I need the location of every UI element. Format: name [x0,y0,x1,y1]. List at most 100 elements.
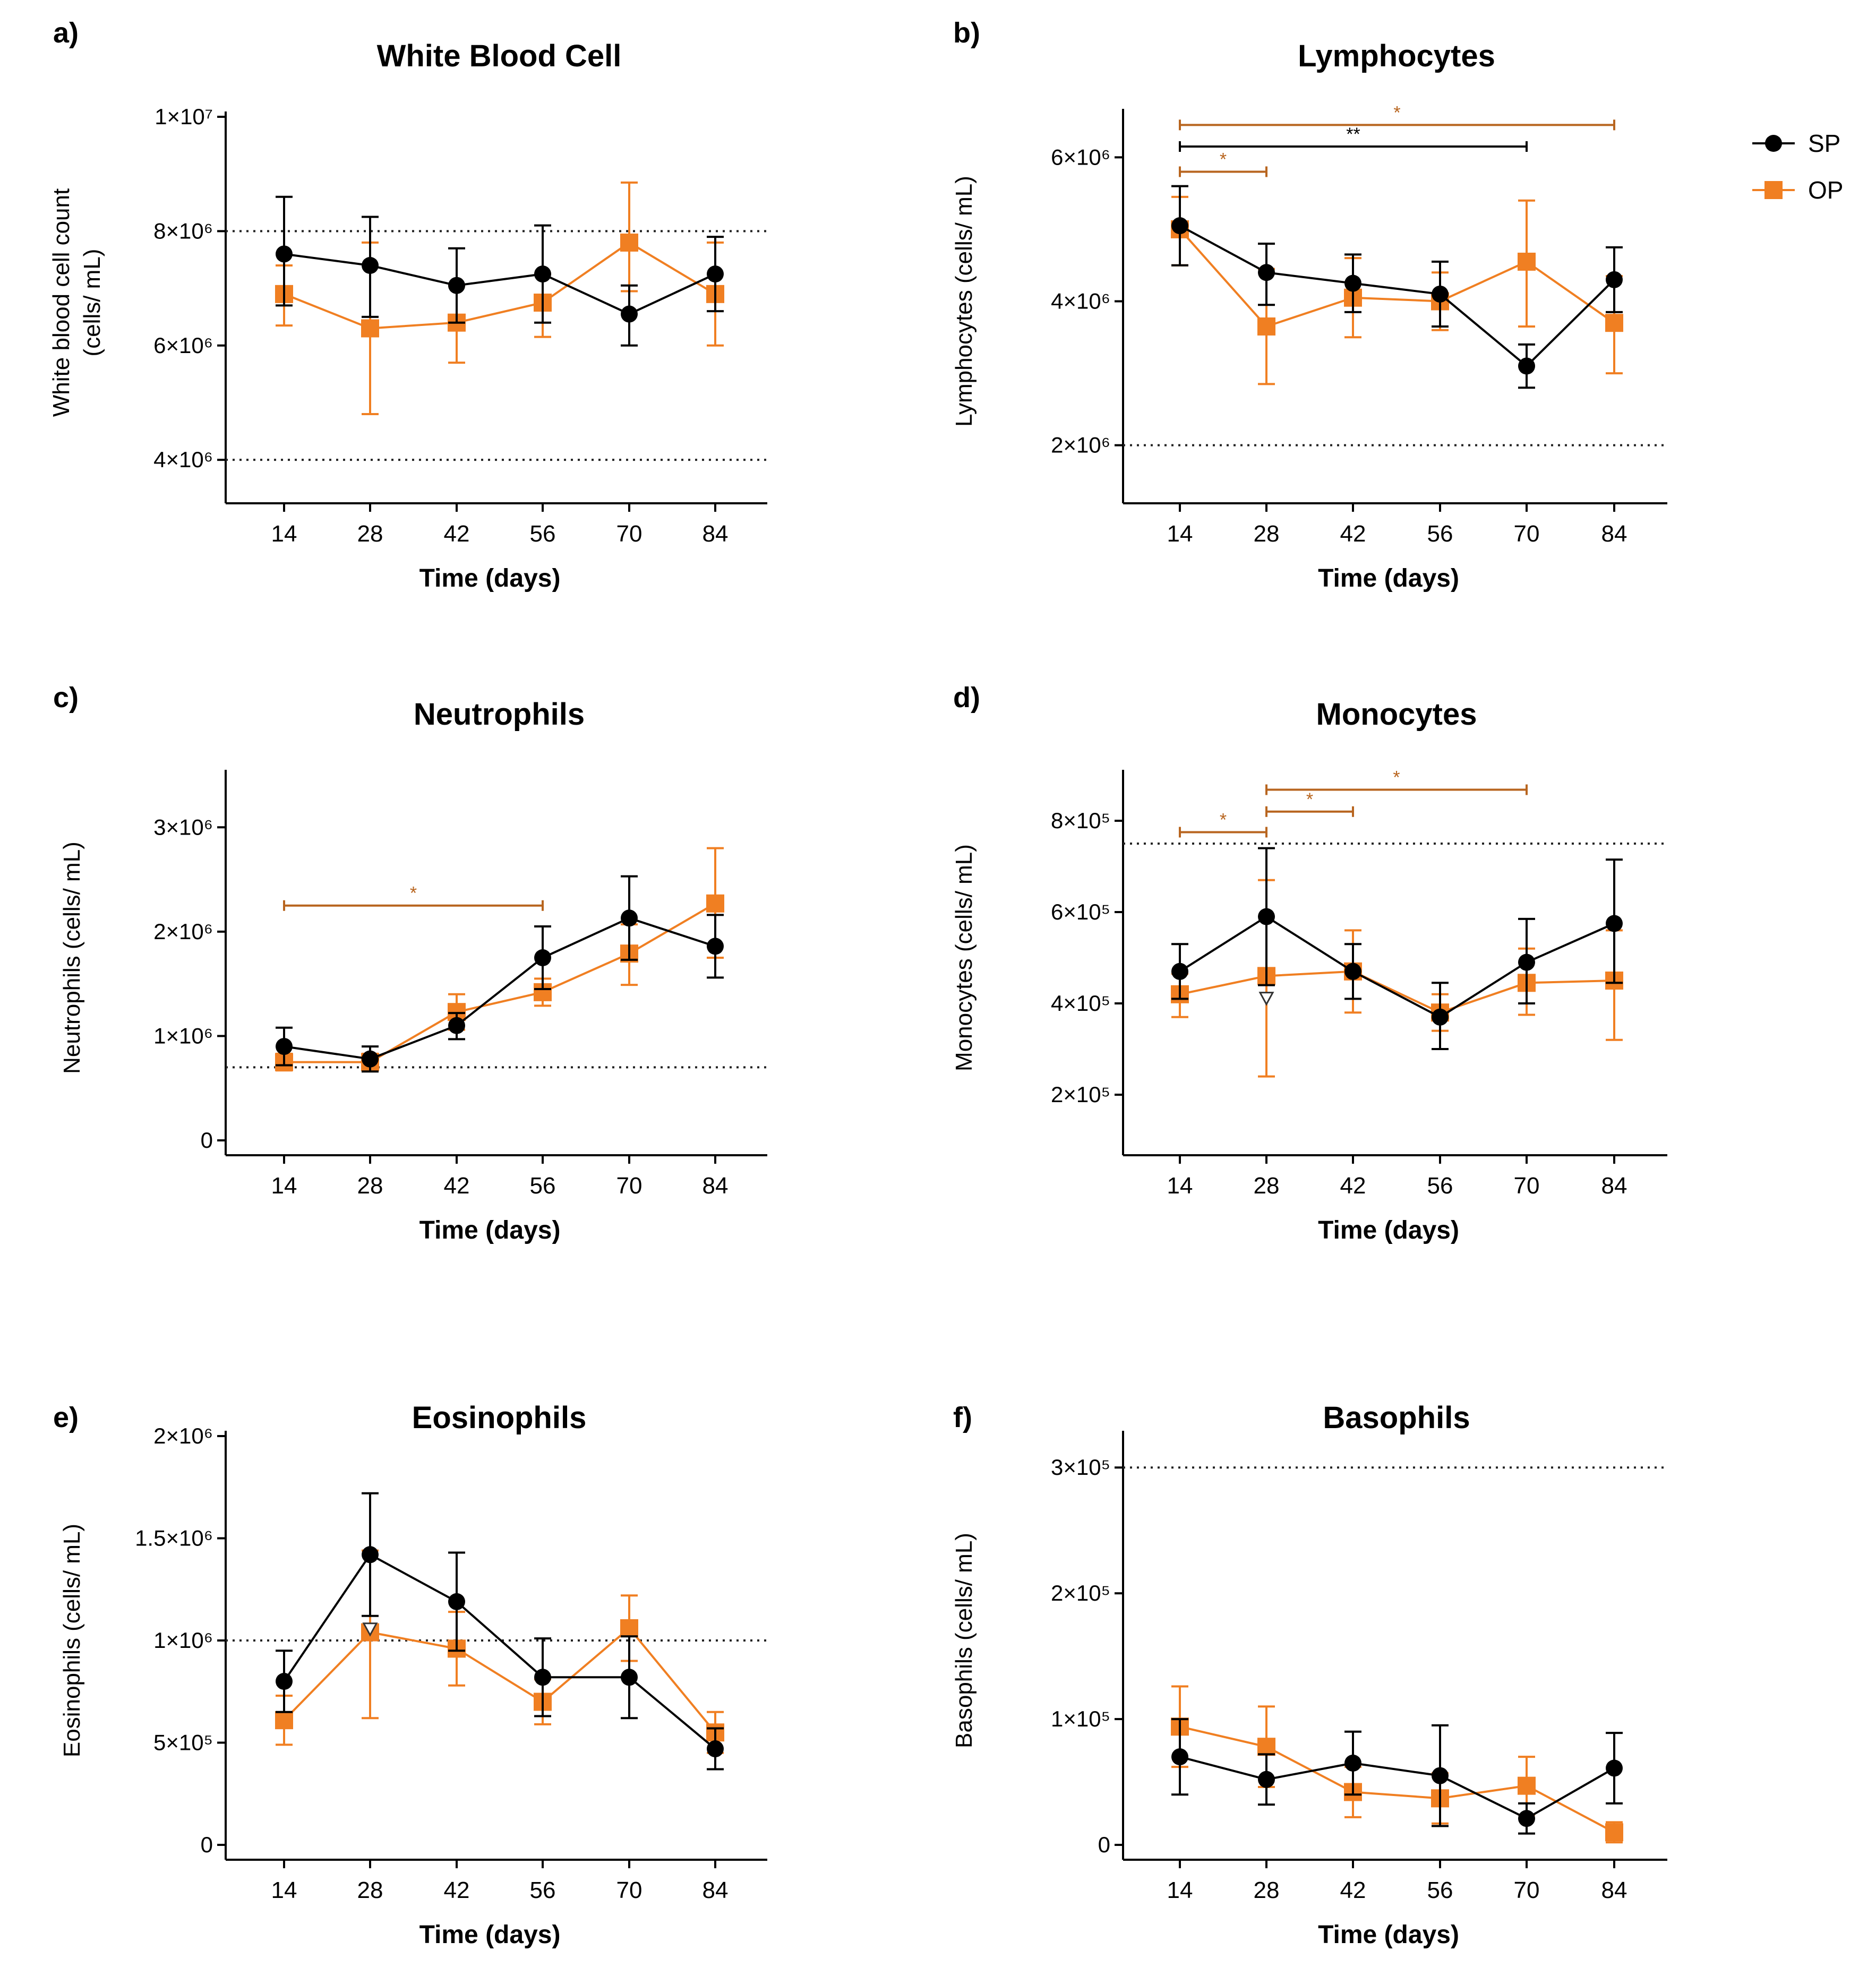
x-tick-label: 56 [1427,1173,1453,1199]
x-tick-label: 42 [444,521,470,547]
data-point [706,894,724,913]
y-axis-label: White blood cell count [48,188,74,417]
data-point [1258,908,1275,925]
series-line [283,1627,716,1733]
panel-letter: a) [53,17,79,49]
data-point [707,938,724,955]
panel-title: Lymphocytes [1298,39,1495,73]
y-tick-label: 8×10⁶ [153,218,213,243]
data-point [620,233,638,252]
significance-bracket: * [1265,768,1528,795]
x-axis-label: Time (days) [419,1216,561,1244]
significance-bracket: * [1179,149,1267,177]
series-line [1179,225,1615,368]
data-point [1605,1823,1623,1842]
data-point [1432,1008,1449,1026]
panel-letter: f) [953,1402,972,1433]
series-OP [1171,195,1623,385]
x-tick-label: 84 [703,521,729,547]
x-tick-label: 42 [444,1173,470,1199]
series-OP [275,1549,724,1754]
y-tick-label: 3×10⁵ [1051,1455,1110,1480]
x-tick-label: 14 [1167,521,1193,547]
x-tick-label: 70 [616,1877,643,1903]
data-point [1606,271,1623,288]
x-tick-label: 84 [1601,1173,1627,1199]
panel-d: d) Monocytes 2×10⁵ 4×10⁵ 6×10⁵ 8×10⁵ 14 28 42 56 7… [951,682,1667,1244]
y-tick-label: 0 [201,1128,213,1153]
y-tick-label: 0 [201,1832,213,1857]
x-axis-label: Time (days) [1318,1216,1459,1244]
x-axis-label: Time (days) [1318,1921,1459,1949]
data-point [448,277,465,294]
significance-bracket: * [1179,810,1267,838]
y-tick-label: 4×10⁵ [1051,991,1110,1016]
data-point [362,1050,379,1068]
y-axis-label: Monocytes (cells/ mL) [951,844,977,1071]
x-tick-label: 84 [703,1173,729,1199]
significance-label: * [410,883,417,904]
data-point [707,265,724,283]
significance-bracket: * [283,883,544,911]
open-triangle-marker [362,1622,378,1637]
y-tick-label: 2×10⁵ [1051,1082,1110,1107]
data-point [1344,963,1361,980]
legend-label: SP [1808,130,1840,157]
legend-marker [1765,135,1782,152]
panel-title: Neutrophils [414,697,585,732]
y-tick-label: 3×10⁶ [153,814,213,839]
x-tick-label: 28 [1254,521,1280,547]
data-point [1518,252,1536,271]
data-point [707,1740,724,1758]
x-tick-label: 28 [1254,1877,1280,1903]
series-SP [276,195,724,347]
series-line [284,241,716,330]
x-tick-label: 70 [1514,521,1540,547]
data-point [1258,264,1275,281]
x-tick-label: 42 [444,1877,470,1903]
data-point [534,265,551,283]
series-OP [1171,879,1623,1078]
data-point [1606,915,1623,932]
panel-a: a) White Blood Cell 4×10⁶ 6×10⁶ 8×10⁶ 1×10⁷ 14… [48,17,767,592]
x-tick-label: 42 [1340,1173,1366,1199]
panel-title: Monocytes [1316,697,1477,732]
panel-title: White Blood Cell [377,39,622,73]
data-point [276,1673,293,1690]
data-point [1606,1759,1623,1777]
panel-letter: c) [53,682,79,714]
x-axis-label: Time (days) [419,1921,561,1949]
y-tick-label: 0 [1098,1832,1110,1857]
x-tick-label: 70 [616,521,643,547]
x-tick-label: 56 [530,1173,556,1199]
data-point [1432,1767,1449,1784]
y-tick-label: 2×10⁶ [1051,433,1110,458]
x-tick-label: 14 [271,1173,297,1199]
x-tick-label: 28 [357,1877,383,1903]
y-tick-label: 4×10⁶ [1051,289,1110,314]
significance-label: * [1220,810,1227,830]
data-point [1344,1755,1361,1772]
panel-e: e) Eosinophils 0 5×10⁵ 1×10⁶ 1.5×10⁶ 2×10⁶ 14 28… [53,1401,767,1949]
series-line [283,1553,716,1750]
legend-label: OP [1808,176,1843,204]
x-tick-label: 70 [1514,1173,1540,1199]
series-SP [1171,1718,1623,1835]
series-SP [276,875,724,1073]
y-tick-label: 4×10⁶ [153,447,213,472]
y-tick-label: 1×10⁶ [153,1023,213,1048]
significance-bracket: ** [1179,124,1528,152]
y-tick-label: 6×10⁶ [1051,144,1110,169]
x-tick-label: 28 [1254,1173,1280,1199]
data-point [1171,1748,1188,1766]
panel-c: c) Neutrophils 0 1×10⁶ 2×10⁶ 3×10⁶ 14 28 42 56 70 8… [53,682,767,1244]
data-point [361,319,379,338]
y-tick-label: 8×10⁵ [1051,808,1110,833]
x-axis-label: Time (days) [1318,564,1459,592]
data-point [275,1711,293,1730]
data-point [1257,1738,1275,1756]
data-point [621,1669,638,1686]
data-point [276,245,293,263]
data-point [1605,314,1623,332]
